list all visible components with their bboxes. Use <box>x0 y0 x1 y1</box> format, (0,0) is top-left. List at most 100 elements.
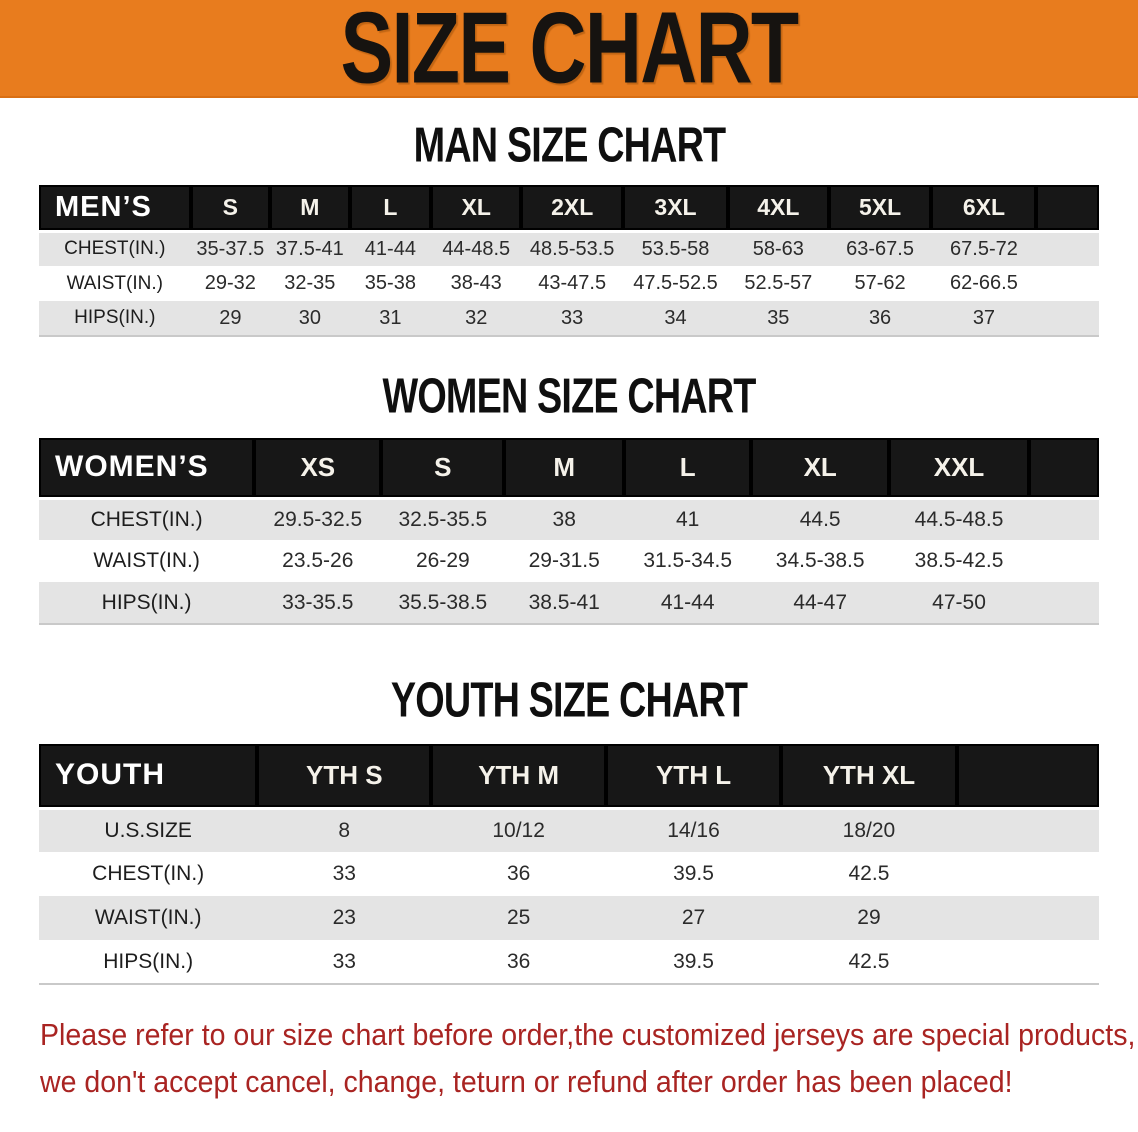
size-value-cell: 29 <box>780 896 957 940</box>
row-label: HIPS(IN.) <box>39 940 258 984</box>
youth-ussize-row: U.S.SIZE 8 10/12 14/16 18/20 <box>39 806 1099 852</box>
size-value-cell: 52.5-57 <box>727 266 829 301</box>
size-value-cell: 39.5 <box>606 852 781 896</box>
size-value-cell: 38 <box>504 496 625 540</box>
spacer-cell <box>956 744 1099 808</box>
size-value-cell: 31 <box>349 301 432 336</box>
size-value-cell: 33-35.5 <box>254 582 382 624</box>
size-value-cell: 38.5-41 <box>504 582 625 624</box>
men-size-table: MEN’S S M L XL 2XL 3XL 4XL 5XL 6XL CHEST… <box>39 185 1099 337</box>
page-title: SIZE CHART <box>340 0 800 105</box>
size-value-cell: 35-37.5 <box>190 229 271 266</box>
size-value-cell: 41 <box>624 496 752 540</box>
spacer-cell <box>1036 301 1099 336</box>
men-section-heading: MAN SIZE CHART <box>0 98 1138 185</box>
spacer-cell <box>1028 496 1099 540</box>
column-header-3xl: 3XL <box>623 185 728 231</box>
size-value-cell: 10/12 <box>431 806 607 852</box>
size-value-cell: 36 <box>828 301 932 336</box>
size-value-cell: 18/20 <box>780 806 957 852</box>
size-value-cell: 32 <box>431 301 522 336</box>
spacer-cell <box>956 896 1099 940</box>
men-chest-row: CHEST(IN.) 35-37.5 37.5-41 41-44 44-48.5… <box>39 229 1099 266</box>
row-label: CHEST(IN.) <box>39 229 191 266</box>
size-value-cell: 47.5-52.5 <box>623 266 728 301</box>
spacer-cell <box>1036 229 1099 266</box>
column-header-5xl: 5XL <box>828 185 932 231</box>
disclaimer-line-1: Please refer to our size chart before or… <box>40 1017 1136 1052</box>
women-hips-row: HIPS(IN.) 33-35.5 35.5-38.5 38.5-41 41-4… <box>39 582 1099 624</box>
column-header-s: S <box>381 438 505 498</box>
size-value-cell: 48.5-53.5 <box>521 229 624 266</box>
size-value-cell: 29-31.5 <box>504 540 625 582</box>
column-header-2xl: 2XL <box>521 185 624 231</box>
size-value-cell: 35 <box>727 301 829 336</box>
size-value-cell: 44.5-48.5 <box>889 496 1029 540</box>
column-header-l: L <box>624 438 752 498</box>
size-value-cell: 62-66.5 <box>931 266 1037 301</box>
size-value-cell: 42.5 <box>780 852 957 896</box>
size-value-cell: 43-47.5 <box>521 266 624 301</box>
column-header-m: M <box>504 438 625 498</box>
size-value-cell: 42.5 <box>780 940 957 984</box>
spacer-cell <box>1028 582 1099 624</box>
spacer-cell <box>956 806 1099 852</box>
size-value-cell: 29.5-32.5 <box>254 496 382 540</box>
column-header-s: S <box>190 185 271 231</box>
row-label: WAIST(IN.) <box>39 896 258 940</box>
spacer-cell <box>1028 540 1099 582</box>
size-value-cell: 38.5-42.5 <box>889 540 1029 582</box>
size-value-cell: 32.5-35.5 <box>381 496 505 540</box>
men-waist-row: WAIST(IN.) 29-32 32-35 35-38 38-43 43-47… <box>39 266 1099 301</box>
women-heading-text: WOMEN SIZE CHART <box>382 367 757 424</box>
size-value-cell: 29-32 <box>190 266 271 301</box>
size-value-cell: 25 <box>431 896 607 940</box>
size-value-cell: 47-50 <box>889 582 1029 624</box>
spacer-cell <box>1028 438 1099 498</box>
size-value-cell: 53.5-58 <box>623 229 728 266</box>
women-section-heading: WOMEN SIZE CHART <box>0 337 1138 438</box>
column-header-yth-xl: YTH XL <box>780 744 957 808</box>
women-waist-row: WAIST(IN.) 23.5-26 26-29 29-31.5 31.5-34… <box>39 540 1099 582</box>
column-header-xxl: XXL <box>889 438 1029 498</box>
row-label: WAIST(IN.) <box>39 266 191 301</box>
size-value-cell: 67.5-72 <box>931 229 1037 266</box>
row-label: CHEST(IN.) <box>39 852 258 896</box>
size-value-cell: 57-62 <box>828 266 932 301</box>
youth-header-row: YOUTH YTH S YTH M YTH L YTH XL <box>39 744 1099 808</box>
size-value-cell: 34 <box>623 301 728 336</box>
size-value-cell: 23 <box>257 896 432 940</box>
banner: SIZE CHART <box>0 0 1138 98</box>
disclaimer: Please refer to our size chart before or… <box>40 1011 1138 1105</box>
size-value-cell: 41-44 <box>349 229 432 266</box>
size-value-cell: 32-35 <box>270 266 350 301</box>
women-table-corner-label: WOMEN’S <box>39 438 255 498</box>
size-value-cell: 31.5-34.5 <box>624 540 752 582</box>
column-header-xl: XL <box>751 438 890 498</box>
size-value-cell: 33 <box>257 940 432 984</box>
youth-size-table: YOUTH YTH S YTH M YTH L YTH XL U.S.SIZE … <box>39 744 1099 985</box>
column-header-yth-m: YTH M <box>431 744 607 808</box>
size-value-cell: 36 <box>431 852 607 896</box>
size-value-cell: 30 <box>270 301 350 336</box>
youth-section-heading: YOUTH SIZE CHART <box>0 625 1138 744</box>
size-value-cell: 34.5-38.5 <box>751 540 890 582</box>
size-value-cell: 38-43 <box>431 266 522 301</box>
size-value-cell: 8 <box>257 806 432 852</box>
size-value-cell: 44-48.5 <box>431 229 522 266</box>
row-label: CHEST(IN.) <box>39 496 255 540</box>
row-label: HIPS(IN.) <box>39 582 255 624</box>
men-hips-row: HIPS(IN.) 29 30 31 32 33 34 35 36 37 <box>39 301 1099 336</box>
size-value-cell: 33 <box>521 301 624 336</box>
size-value-cell: 39.5 <box>606 940 781 984</box>
size-value-cell: 29 <box>190 301 271 336</box>
size-value-cell: 41-44 <box>624 582 752 624</box>
row-label: HIPS(IN.) <box>39 301 191 336</box>
size-value-cell: 26-29 <box>381 540 505 582</box>
men-heading-text: MAN SIZE CHART <box>413 116 725 173</box>
women-size-table: WOMEN’S XS S M L XL XXL CHEST(IN.) 29.5-… <box>39 438 1099 625</box>
size-value-cell: 63-67.5 <box>828 229 932 266</box>
size-value-cell: 33 <box>257 852 432 896</box>
youth-waist-row: WAIST(IN.) 23 25 27 29 <box>39 896 1099 940</box>
men-header-row: MEN’S S M L XL 2XL 3XL 4XL 5XL 6XL <box>39 185 1099 231</box>
